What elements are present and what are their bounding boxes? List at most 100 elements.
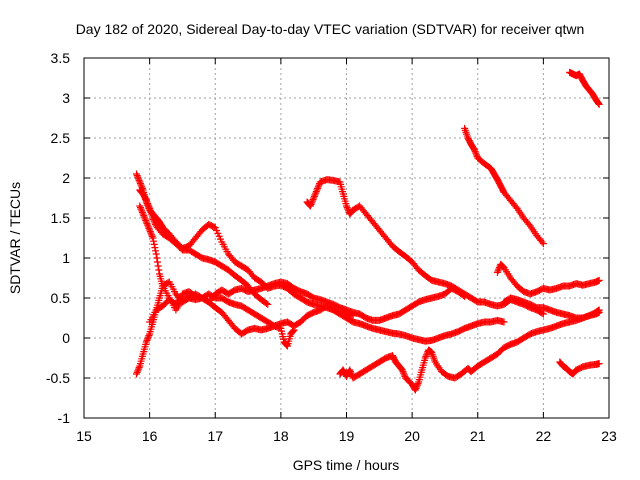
data-point — [311, 191, 319, 199]
data-point — [470, 146, 478, 154]
data-point — [134, 367, 142, 375]
data-point — [210, 223, 218, 231]
data-point — [262, 299, 270, 307]
y-tick-label: 1 — [62, 250, 70, 266]
series-track-8 — [493, 260, 603, 298]
x-tick-label: 17 — [207, 428, 223, 444]
data-point — [141, 215, 149, 223]
series-track-12 — [146, 288, 298, 350]
data-point — [343, 204, 351, 212]
x-tick-label: 21 — [470, 428, 486, 444]
x-tick-label: 16 — [142, 428, 158, 444]
x-axis-label: GPS time / hours — [293, 457, 400, 473]
data-point — [308, 197, 316, 205]
data-point — [137, 205, 145, 213]
x-tick-label: 22 — [536, 428, 552, 444]
series-track-4 — [136, 186, 272, 308]
data-point — [142, 338, 150, 346]
x-tick-label: 23 — [601, 428, 617, 444]
data-point — [310, 192, 318, 200]
y-axis-label: SDTVAR / TECUs — [7, 182, 23, 294]
y-tick-label: 2.5 — [51, 130, 71, 146]
data-point — [347, 369, 355, 377]
data-point — [149, 214, 157, 222]
data-point — [144, 200, 152, 208]
data-point — [150, 237, 158, 245]
data-point — [289, 327, 297, 335]
x-axis: 15 16 17 18 19 20 21 22 23 — [76, 58, 617, 444]
data-point — [313, 186, 321, 194]
x-tick-label: 20 — [404, 428, 420, 444]
data-point — [136, 202, 144, 210]
data-point — [493, 268, 501, 276]
data-point — [413, 381, 421, 389]
data-point — [307, 200, 315, 208]
data-point — [136, 180, 144, 188]
data-point — [314, 184, 322, 192]
data-point — [400, 369, 408, 377]
data-point — [134, 173, 142, 181]
data-point — [595, 276, 603, 284]
data-point — [346, 366, 354, 374]
data-point — [133, 172, 141, 180]
series-track-11 — [566, 68, 603, 108]
data-point — [512, 203, 520, 211]
data-point — [147, 229, 155, 237]
data-point — [306, 202, 314, 210]
series-track-3 — [133, 170, 357, 320]
data-point — [151, 219, 159, 227]
data-point — [143, 336, 151, 344]
data-point — [310, 194, 318, 202]
data-point — [135, 364, 143, 372]
y-tick-label: 0 — [62, 330, 70, 346]
x-tick-label: 15 — [76, 428, 92, 444]
data-point — [309, 196, 317, 204]
data-point — [144, 333, 152, 341]
data-point — [283, 341, 291, 349]
data-point — [494, 267, 502, 275]
series-track-2 — [136, 202, 508, 345]
data-point — [495, 265, 503, 273]
series-track-7 — [461, 124, 547, 248]
data-point — [412, 384, 420, 392]
data-point — [143, 220, 151, 228]
data-point — [151, 244, 159, 252]
data-point — [140, 213, 148, 221]
data-point — [595, 308, 603, 316]
data-point — [137, 181, 145, 189]
grid — [84, 58, 609, 418]
data-point — [134, 365, 142, 373]
data-point — [149, 234, 157, 242]
data-point — [144, 335, 152, 343]
data-point — [289, 328, 297, 336]
series-track-10 — [556, 358, 603, 378]
data-point — [472, 151, 480, 159]
data-point — [133, 368, 141, 376]
data-point — [154, 262, 162, 270]
data-point — [500, 318, 508, 326]
data-point — [539, 310, 547, 318]
data-point — [150, 240, 158, 248]
data-point — [314, 183, 322, 191]
data-point — [135, 176, 143, 184]
data-point — [312, 189, 320, 197]
data-point — [525, 220, 533, 228]
data-point — [145, 332, 153, 340]
data-point — [349, 312, 357, 320]
data-point — [399, 368, 407, 376]
data-point — [423, 351, 431, 359]
data-point — [148, 231, 156, 239]
data-point — [421, 354, 429, 362]
data-point — [145, 203, 153, 211]
data-point — [144, 201, 152, 209]
data-point — [146, 228, 154, 236]
y-tick-label: 2 — [62, 170, 70, 186]
data-point — [138, 208, 146, 216]
data-point — [153, 254, 161, 262]
data-point — [155, 266, 163, 274]
data-point — [144, 223, 152, 231]
data-point — [145, 224, 153, 232]
data-point — [398, 366, 406, 374]
data-point — [539, 240, 547, 248]
data-point — [134, 175, 142, 183]
